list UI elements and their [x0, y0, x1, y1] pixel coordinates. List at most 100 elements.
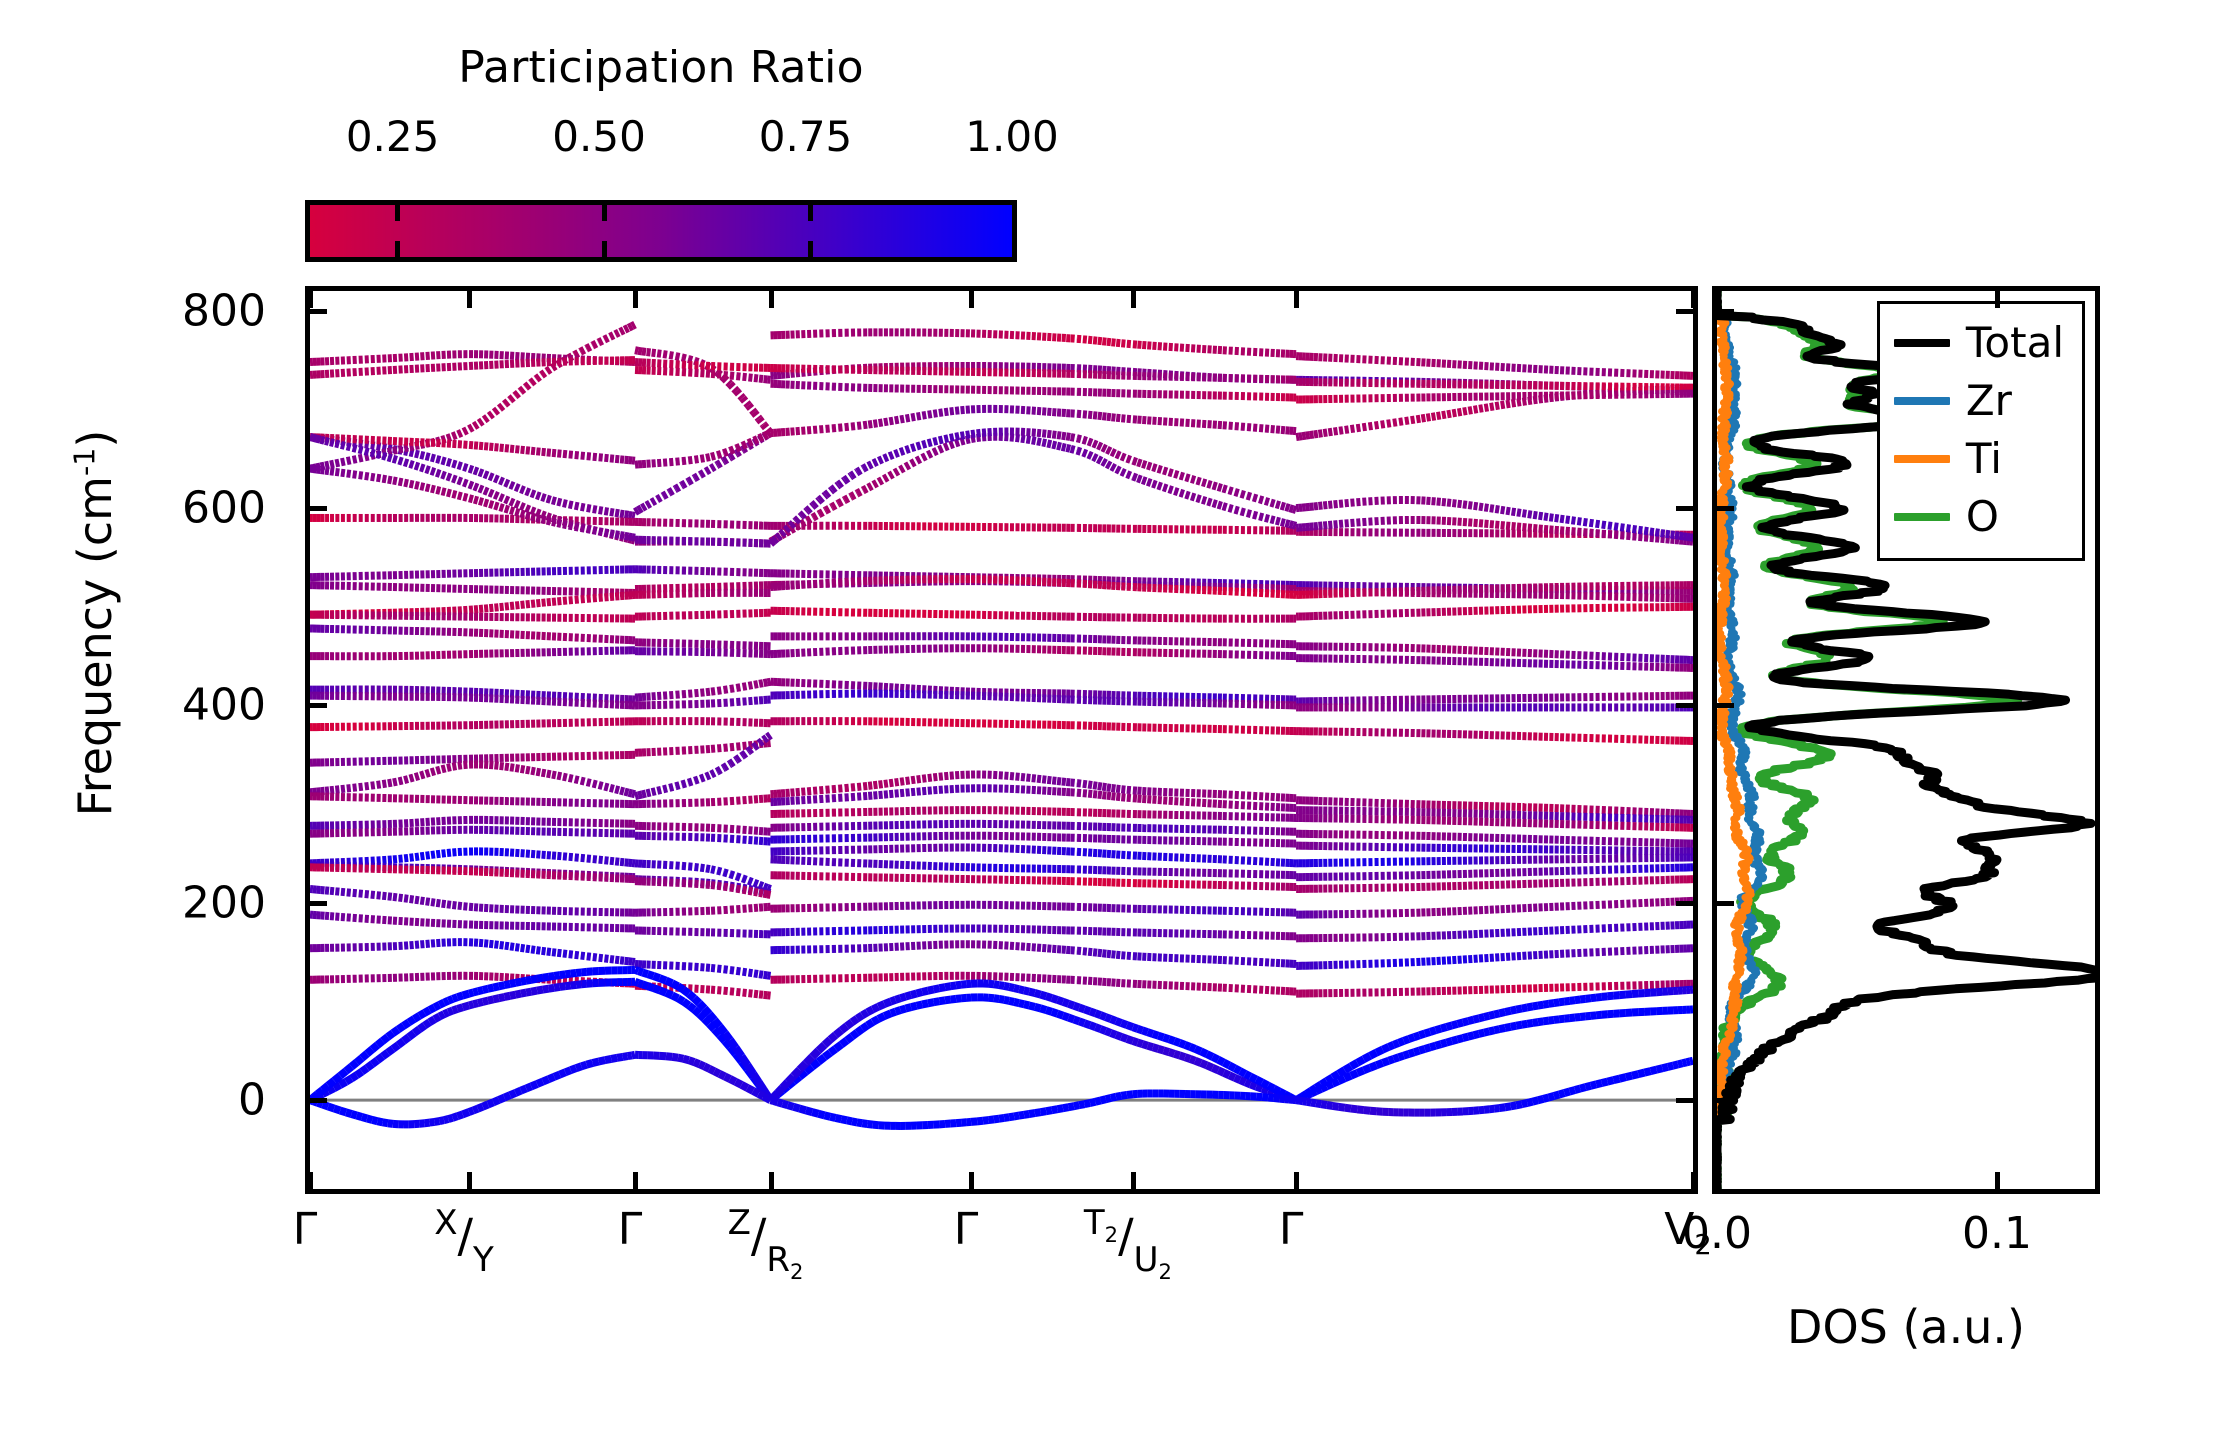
y-tick-label: 200	[182, 877, 266, 929]
x-tick	[1294, 286, 1300, 308]
x-tick-label: Z/R2	[727, 1203, 804, 1285]
dos-x-tick	[1715, 286, 1720, 308]
band-curve	[310, 938, 1693, 980]
band-structure-plot	[305, 286, 1698, 1194]
band-curve	[310, 644, 1693, 672]
dos-curve	[1717, 291, 2095, 1189]
x-tick	[467, 1172, 473, 1194]
x-tick-label: Γ	[617, 1204, 643, 1255]
y-tick-right	[1676, 308, 1698, 314]
y-tick-right	[1676, 703, 1698, 709]
dos-x-axis-title: DOS (a.u.)	[1787, 1300, 2025, 1354]
y-axis-tick-labels: 0 200 400 600 800	[0, 285, 290, 1194]
colorbar-gradient	[310, 205, 1012, 257]
band-plot-area	[310, 291, 1693, 1189]
y-tick-right	[1676, 900, 1698, 906]
x-tick	[768, 1172, 774, 1194]
legend-item: Zr	[1893, 372, 2064, 430]
band-curve	[310, 843, 1693, 893]
legend-line-swatch	[1893, 455, 1950, 463]
x-tick	[467, 286, 473, 308]
x-tick-label: T2/U2	[1083, 1203, 1172, 1285]
dos-x-tick-label: 0.0	[1682, 1208, 1752, 1259]
legend-label: Total	[1965, 318, 2064, 367]
y-tick-right	[1676, 1098, 1698, 1104]
y-tick-label: 800	[182, 285, 266, 337]
colorbar	[305, 200, 1017, 262]
band-curve	[310, 575, 1693, 619]
y-tick-label: 400	[182, 679, 266, 731]
band-curve	[310, 1050, 1693, 1130]
legend-label: Ti	[1965, 434, 2002, 483]
legend-item: Ti	[1893, 430, 2064, 488]
dos-x-tick	[1995, 286, 2000, 308]
x-axis-tick-labels: Γ X/Y Γ Z/R2 Γ T2/U2 Γ V2	[293, 1203, 1712, 1328]
colorbar-tick-labels: 0.25 0.50 0.75 1.00	[305, 112, 1059, 164]
band-curve	[310, 427, 1693, 548]
band-curve	[310, 738, 1693, 819]
legend-label: Zr	[1965, 376, 2012, 425]
legend-line-swatch	[1893, 339, 1950, 347]
band-curve	[310, 731, 1693, 824]
x-tick	[1691, 286, 1696, 308]
band-curves	[310, 320, 1693, 1130]
band-curve	[310, 356, 1693, 404]
dos-plot-area	[1717, 291, 2095, 1189]
dos-curve	[1717, 291, 1755, 1189]
dos-curves	[1717, 291, 2095, 1189]
band-curve	[310, 328, 1693, 469]
legend-item: O	[1893, 488, 2064, 546]
y-tick	[305, 703, 327, 709]
x-tick	[768, 286, 774, 308]
dos-y-tick	[1712, 506, 1734, 512]
dos-x-tick-label: 0.1	[1962, 1208, 2032, 1259]
band-curve	[310, 689, 1693, 712]
band-curve	[310, 717, 1693, 745]
dos-y-tick	[1712, 1098, 1734, 1104]
legend-line-swatch	[1893, 513, 1950, 521]
x-tick-label: Γ	[953, 1204, 979, 1255]
colorbar-tick-label: 0.75	[758, 112, 853, 161]
legend-label: O	[1965, 492, 1999, 541]
x-tick-label: Γ	[1278, 1204, 1304, 1255]
dos-y-tick	[1712, 703, 1734, 709]
band-curve	[310, 910, 1693, 943]
band-curve	[310, 825, 1693, 856]
legend-line-swatch	[1893, 397, 1950, 405]
x-tick	[308, 1172, 313, 1194]
colorbar-tick-label: 1.00	[965, 112, 1059, 161]
colorbar-tick	[395, 205, 401, 221]
x-tick	[969, 286, 975, 308]
x-tick-label: V2	[1664, 1204, 1712, 1261]
legend-item: Total	[1893, 314, 2064, 372]
dos-legend: Total Zr Ti O	[1876, 301, 2085, 561]
x-tick	[969, 1172, 975, 1194]
y-tick	[305, 506, 327, 512]
dos-plot: Total Zr Ti O	[1712, 286, 2100, 1194]
band-curve	[310, 977, 1693, 1104]
band-curve	[310, 863, 1693, 899]
y-tick	[305, 1098, 327, 1104]
band-curve	[310, 965, 1693, 1104]
y-tick	[305, 308, 327, 314]
x-tick	[1130, 286, 1136, 308]
dos-x-tick	[1995, 1172, 2000, 1194]
x-tick-label: Γ	[292, 1204, 318, 1255]
y-tick-right	[1676, 506, 1698, 512]
y-tick-label: 0	[238, 1074, 266, 1126]
colorbar-tick	[808, 241, 814, 257]
y-tick	[305, 900, 327, 906]
dos-y-tick	[1712, 308, 1734, 314]
dos-x-tick	[1715, 1172, 1720, 1194]
y-tick-label: 600	[182, 482, 266, 534]
x-tick	[1130, 1172, 1136, 1194]
x-tick	[633, 286, 638, 308]
colorbar-tick	[601, 205, 607, 221]
band-curve	[310, 624, 1693, 665]
x-tick-label: X/Y	[434, 1203, 494, 1281]
colorbar-title: Participation Ratio	[458, 42, 864, 93]
colorbar-tick	[395, 241, 401, 257]
dos-y-tick	[1712, 900, 1734, 906]
band-curve	[310, 815, 1693, 848]
x-tick	[1294, 1172, 1300, 1194]
